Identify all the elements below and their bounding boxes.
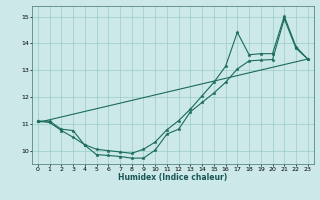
X-axis label: Humidex (Indice chaleur): Humidex (Indice chaleur) (118, 173, 228, 182)
